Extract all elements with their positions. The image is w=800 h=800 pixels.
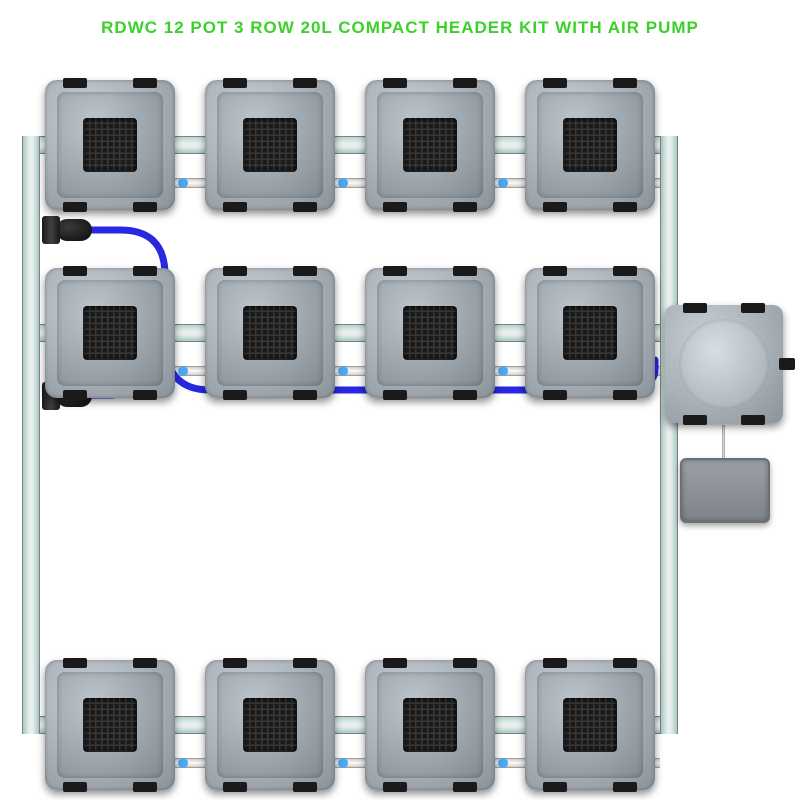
pot-net-basket bbox=[403, 118, 457, 172]
air-line-0 bbox=[722, 425, 725, 460]
pipe-connector-dot-7 bbox=[338, 758, 348, 768]
pot-net-basket bbox=[83, 118, 137, 172]
pot-clip-tr bbox=[613, 78, 637, 88]
main-pipe-v-0 bbox=[22, 136, 40, 734]
pot-10 bbox=[365, 660, 495, 790]
pot-clip-tr bbox=[133, 658, 157, 668]
diagram-canvas bbox=[0, 50, 800, 800]
pot-clip-tr bbox=[293, 266, 317, 276]
pipe-connector-dot-0 bbox=[178, 178, 188, 188]
pipe-connector-dot-3 bbox=[178, 366, 188, 376]
pot-clip-tr bbox=[133, 266, 157, 276]
pot-clip-bl bbox=[383, 390, 407, 400]
header-clip-bl bbox=[683, 415, 707, 425]
pot-clip-tl bbox=[543, 78, 567, 88]
pot-clip-br bbox=[453, 202, 477, 212]
pot-clip-tl bbox=[383, 658, 407, 668]
pot-clip-tl bbox=[223, 658, 247, 668]
pot-0 bbox=[45, 80, 175, 210]
pot-clip-bl bbox=[383, 202, 407, 212]
pot-8 bbox=[45, 660, 175, 790]
pot-clip-tr bbox=[613, 658, 637, 668]
pot-net-basket bbox=[563, 306, 617, 360]
pot-clip-tr bbox=[453, 266, 477, 276]
pot-clip-tl bbox=[223, 266, 247, 276]
header-tank-port bbox=[779, 358, 795, 370]
pot-clip-tr bbox=[613, 266, 637, 276]
pot-clip-br bbox=[133, 782, 157, 792]
pipe-connector-dot-6 bbox=[178, 758, 188, 768]
pot-clip-br bbox=[293, 390, 317, 400]
pipe-connector-dot-8 bbox=[498, 758, 508, 768]
pot-net-basket bbox=[243, 306, 297, 360]
pot-4 bbox=[45, 268, 175, 398]
pipe-connector-dot-5 bbox=[498, 366, 508, 376]
pot-net-basket bbox=[83, 698, 137, 752]
pot-net-basket bbox=[563, 118, 617, 172]
pot-clip-br bbox=[293, 782, 317, 792]
pot-net-basket bbox=[243, 698, 297, 752]
pot-clip-tr bbox=[133, 78, 157, 88]
pipe-connector-dot-4 bbox=[338, 366, 348, 376]
pipe-connector-dot-1 bbox=[338, 178, 348, 188]
pot-3 bbox=[525, 80, 655, 210]
pot-clip-tl bbox=[223, 78, 247, 88]
header-clip-tr bbox=[741, 303, 765, 313]
pot-clip-br bbox=[133, 390, 157, 400]
pot-7 bbox=[525, 268, 655, 398]
pot-clip-br bbox=[613, 202, 637, 212]
pot-1 bbox=[205, 80, 335, 210]
pot-clip-br bbox=[453, 782, 477, 792]
pot-clip-tr bbox=[293, 78, 317, 88]
pot-clip-bl bbox=[543, 202, 567, 212]
header-clip-br bbox=[741, 415, 765, 425]
pot-clip-br bbox=[133, 202, 157, 212]
header-tank bbox=[665, 305, 783, 423]
inline-fitting-0 bbox=[42, 216, 96, 244]
pot-clip-tl bbox=[383, 78, 407, 88]
fitting-body bbox=[56, 219, 92, 241]
pot-clip-br bbox=[613, 390, 637, 400]
main-pipe-v-1 bbox=[660, 136, 678, 734]
page-title: RDWC 12 POT 3 ROW 20L COMPACT HEADER KIT… bbox=[101, 18, 699, 38]
pot-5 bbox=[205, 268, 335, 398]
pot-clip-tr bbox=[453, 658, 477, 668]
pot-9 bbox=[205, 660, 335, 790]
pot-net-basket bbox=[403, 698, 457, 752]
pot-clip-br bbox=[293, 202, 317, 212]
pot-clip-bl bbox=[63, 390, 87, 400]
pot-clip-bl bbox=[223, 202, 247, 212]
pot-net-basket bbox=[243, 118, 297, 172]
pot-net-basket bbox=[563, 698, 617, 752]
pot-clip-bl bbox=[63, 782, 87, 792]
pot-clip-tl bbox=[543, 266, 567, 276]
pot-net-basket bbox=[403, 306, 457, 360]
pot-clip-br bbox=[613, 782, 637, 792]
pot-clip-bl bbox=[543, 782, 567, 792]
pot-clip-tl bbox=[383, 266, 407, 276]
fitting-nut bbox=[42, 216, 60, 244]
pot-6 bbox=[365, 268, 495, 398]
pot-clip-bl bbox=[383, 782, 407, 792]
pot-clip-bl bbox=[223, 390, 247, 400]
pot-clip-tl bbox=[543, 658, 567, 668]
pot-clip-bl bbox=[63, 202, 87, 212]
header-tank-cap bbox=[679, 319, 769, 409]
air-pump bbox=[680, 458, 770, 523]
pot-net-basket bbox=[83, 306, 137, 360]
pot-2 bbox=[365, 80, 495, 210]
pot-clip-tl bbox=[63, 78, 87, 88]
pot-clip-bl bbox=[223, 782, 247, 792]
pot-clip-tl bbox=[63, 266, 87, 276]
pot-clip-tl bbox=[63, 658, 87, 668]
pot-clip-tr bbox=[293, 658, 317, 668]
pipe-connector-dot-2 bbox=[498, 178, 508, 188]
header-clip-tl bbox=[683, 303, 707, 313]
pot-11 bbox=[525, 660, 655, 790]
pot-clip-br bbox=[453, 390, 477, 400]
pot-clip-bl bbox=[543, 390, 567, 400]
pot-clip-tr bbox=[453, 78, 477, 88]
